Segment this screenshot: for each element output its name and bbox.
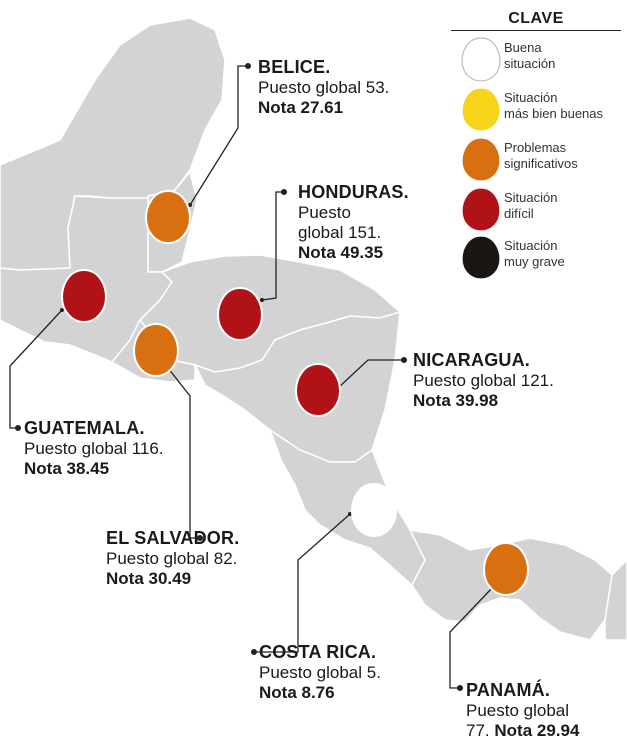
legend-item-good-line2: situación — [504, 55, 556, 71]
legend-title: CLAVE — [451, 6, 621, 31]
marker-costa-rica — [350, 482, 398, 538]
label-honduras: HONDURAS. Puesto global 151. Nota 49.35 — [298, 182, 409, 263]
legend-item-rather-good: Situación más bien buenas — [451, 86, 621, 134]
legend-item-difficult: Situación difícil — [451, 186, 621, 234]
label-belice: BELICE. Puesto global 53. Nota 27.61 — [258, 57, 389, 118]
legend-item-very-serious-line2: muy grave — [504, 253, 565, 269]
leader-dot-el-salvador — [197, 535, 203, 541]
leader-end-guatemala — [60, 308, 64, 312]
marker-guatemala — [60, 268, 108, 324]
label-guatemala-name: GUATEMALA. — [24, 418, 145, 438]
legend-item-good-line1: Buena — [504, 40, 542, 55]
label-el-salvador-score: Nota 30.49 — [106, 569, 192, 589]
label-honduras-rank-1: Puesto — [298, 203, 351, 223]
legend-item-rather-good-line1: Situación — [504, 90, 558, 105]
label-belice-name: BELICE. — [258, 57, 331, 77]
land-colombia — [604, 558, 627, 641]
legend-swatch-very-serious — [461, 235, 501, 280]
label-el-salvador-rank: Puesto global 82. — [106, 549, 238, 569]
label-nicaragua-score: Nota 39.98 — [413, 391, 499, 411]
label-costa-rica-score: Nota 8.76 — [259, 683, 335, 703]
leader-nicaragua — [337, 359, 404, 389]
label-belice-score: Nota 27.61 — [258, 98, 344, 118]
label-panama-name: PANAMÁ. — [466, 680, 551, 700]
leader-el-salvador — [167, 367, 200, 539]
label-honduras-score: Nota 49.35 — [298, 243, 384, 263]
label-panama: PANAMÁ. Puesto global 77. Nota 29.94 — [466, 680, 579, 741]
leader-costa-rica — [254, 513, 351, 653]
label-honduras-rank-2: global 151. — [298, 223, 382, 243]
leader-dot-nicaragua — [401, 357, 407, 363]
leader-dot-honduras — [281, 189, 287, 195]
leader-lines — [9, 65, 495, 689]
leader-dot-costa-rica — [251, 649, 257, 655]
label-panama-rank-2: 77. — [466, 721, 490, 741]
legend-item-difficult-line1: Situación — [504, 190, 558, 205]
label-nicaragua-rank: Puesto global 121. — [413, 371, 554, 391]
label-costa-rica-rank: Puesto global 5. — [259, 663, 381, 683]
label-panama-rank-1: Puesto global — [466, 701, 570, 721]
marker-el-salvador — [132, 322, 180, 378]
leader-dot-belice — [245, 63, 251, 69]
leader-panama — [449, 585, 495, 689]
legend: CLAVE Buena situación Situación más bien b… — [451, 6, 621, 280]
label-guatemala-rank: Puesto global 116. — [24, 439, 164, 459]
marker-honduras — [216, 286, 264, 342]
label-el-salvador: EL SALVADOR. Puesto global 82. Nota 30.4… — [106, 528, 239, 589]
legend-item-significant-line1: Problemas — [504, 140, 567, 155]
legend-swatch-rather-good — [461, 87, 501, 132]
leader-dot-panama — [457, 685, 463, 691]
label-costa-rica: COSTA RICA. Puesto global 5. Nota 8.76 — [259, 642, 381, 703]
label-panama-score: Nota 29.94 — [494, 721, 580, 741]
leader-guatemala — [9, 309, 63, 429]
legend-item-rather-good-line2: más bien buenas — [504, 105, 604, 121]
marker-panama — [482, 541, 530, 597]
label-guatemala-score: Nota 38.45 — [24, 459, 110, 479]
leader-dot-guatemala — [15, 425, 21, 431]
legend-item-difficult-line2: difícil — [504, 205, 534, 221]
leader-end-honduras — [260, 298, 264, 302]
legend-item-very-serious-line1: Situación — [504, 238, 558, 253]
legend-item-significant-line2: significativos — [504, 155, 578, 171]
legend-swatch-good — [461, 37, 501, 82]
label-costa-rica-name: COSTA RICA. — [259, 642, 377, 662]
label-nicaragua: NICARAGUA. Puesto global 121. Nota 39.98 — [413, 350, 554, 411]
legend-swatch-difficult — [461, 187, 501, 232]
leader-belice — [189, 65, 248, 206]
leader-end-costa-rica — [348, 512, 352, 516]
legend-item-good: Buena situación — [451, 36, 621, 84]
country-markers — [60, 189, 530, 597]
marker-belice — [144, 189, 192, 245]
legend-swatch-significant — [461, 137, 501, 182]
leader-honduras — [261, 191, 284, 301]
label-honduras-name: HONDURAS. — [298, 182, 409, 202]
marker-nicaragua — [294, 362, 342, 418]
legend-item-significant: Problemas significativos — [451, 136, 621, 184]
label-guatemala: GUATEMALA. Puesto global 116. Nota 38.45 — [24, 418, 164, 479]
label-belice-rank: Puesto global 53. — [258, 78, 390, 98]
legend-item-very-serious: Situación muy grave — [451, 234, 621, 282]
leader-end-belice — [188, 203, 192, 207]
label-el-salvador-name: EL SALVADOR. — [106, 528, 240, 548]
label-nicaragua-name: NICARAGUA. — [413, 350, 530, 370]
